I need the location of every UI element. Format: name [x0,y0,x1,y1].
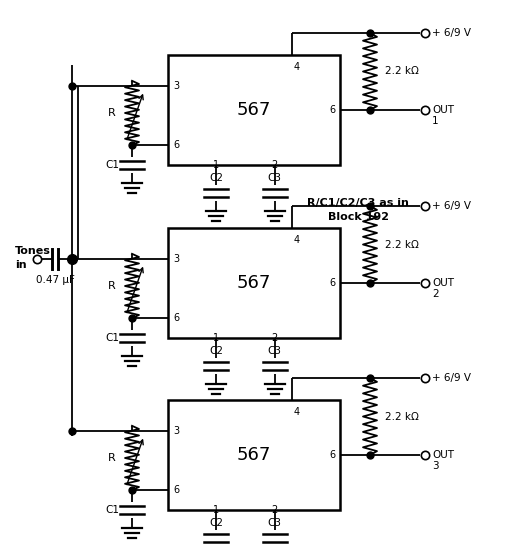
Text: C1: C1 [105,160,119,170]
Text: 567: 567 [237,446,271,464]
Text: C1: C1 [105,505,119,515]
Text: 6: 6 [173,140,179,150]
Text: C3: C3 [268,518,282,528]
FancyBboxPatch shape [168,55,340,165]
Text: 2: 2 [271,505,278,515]
Text: + 6/9 V: + 6/9 V [432,201,471,211]
Text: C2: C2 [209,173,223,183]
Text: 2: 2 [432,289,439,299]
Text: 2.2 kΩ: 2.2 kΩ [385,67,419,76]
Text: 3: 3 [432,461,439,471]
Text: R: R [108,108,116,118]
Text: 4: 4 [294,235,300,245]
Text: 6: 6 [173,313,179,323]
Text: OUT: OUT [432,278,454,288]
Text: C3: C3 [268,346,282,356]
FancyBboxPatch shape [168,228,340,338]
Text: C2: C2 [209,518,223,528]
Text: 1: 1 [213,333,219,343]
FancyBboxPatch shape [168,400,340,510]
Text: 567: 567 [237,274,271,292]
Text: 567: 567 [237,101,271,119]
Text: 6: 6 [329,450,335,460]
Text: 0.47 µF: 0.47 µF [35,275,74,285]
Text: OUT: OUT [432,450,454,460]
Text: 4: 4 [294,407,300,417]
Text: OUT: OUT [432,105,454,115]
Text: 6: 6 [329,278,335,288]
Text: + 6/9 V: + 6/9 V [432,28,471,38]
Text: 3: 3 [173,81,179,91]
Text: C2: C2 [209,346,223,356]
Text: C3: C3 [268,173,282,183]
Text: 6: 6 [329,105,335,115]
Text: 2.2 kΩ: 2.2 kΩ [385,412,419,422]
Text: R: R [108,281,116,291]
Text: C1: C1 [105,333,119,343]
Text: 1: 1 [432,116,439,126]
Text: 2: 2 [271,333,278,343]
Text: R/C1/C2/C3 as in
Block 192: R/C1/C2/C3 as in Block 192 [307,198,409,222]
Text: 1: 1 [213,160,219,170]
Text: 2: 2 [271,160,278,170]
Text: 3: 3 [173,254,179,264]
Text: R: R [108,453,116,463]
Text: in: in [15,260,27,270]
Text: 2.2 kΩ: 2.2 kΩ [385,240,419,250]
Text: + 6/9 V: + 6/9 V [432,373,471,383]
Text: 1: 1 [213,505,219,515]
Text: Tones: Tones [15,246,51,256]
Text: 3: 3 [173,426,179,436]
Text: 4: 4 [294,62,300,72]
Text: 6: 6 [173,485,179,495]
